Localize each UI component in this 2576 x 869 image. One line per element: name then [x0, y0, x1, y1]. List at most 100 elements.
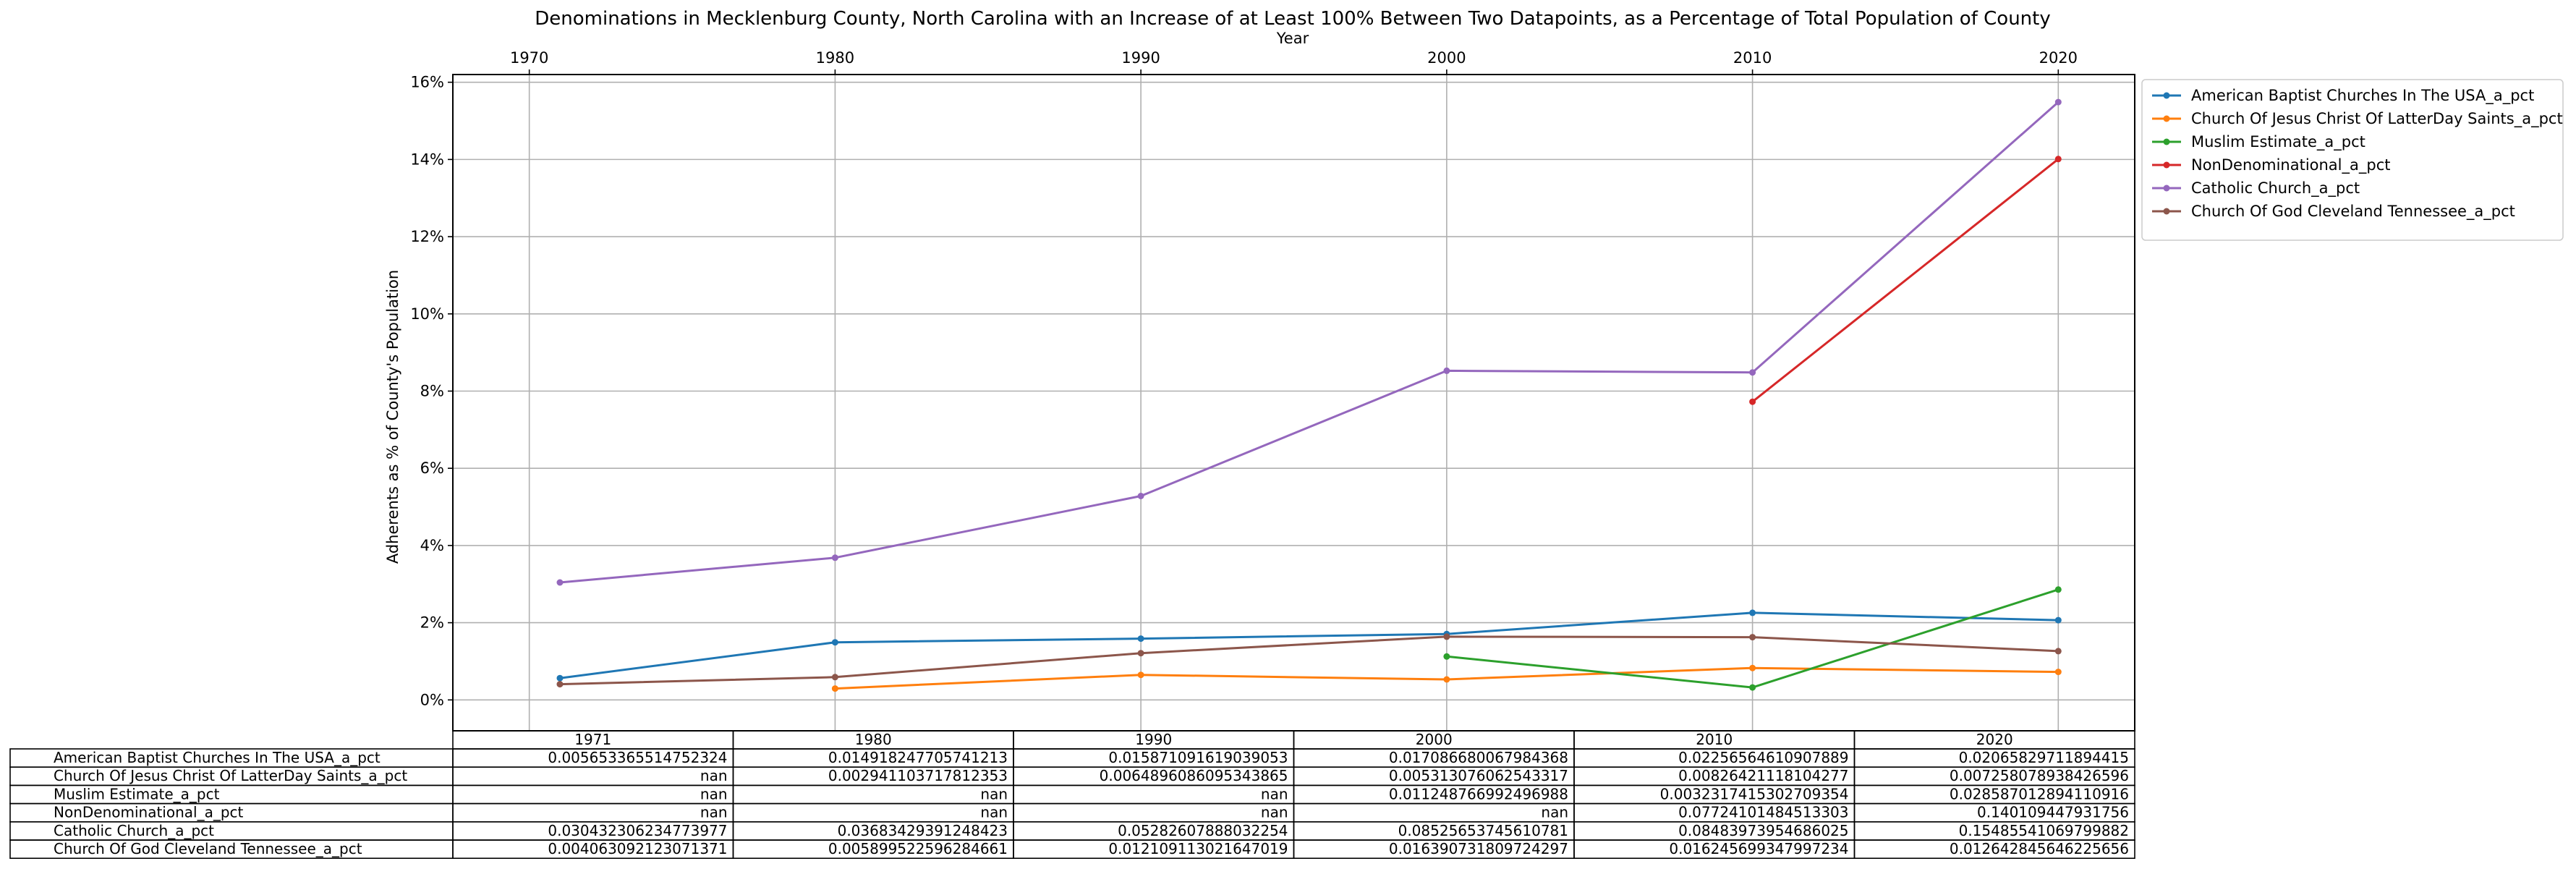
- data-point: [831, 685, 838, 692]
- table-cell-value: nan: [700, 785, 728, 802]
- table-column-header: 1980: [855, 731, 892, 748]
- table-cell-value: 0.005899522596284661: [828, 840, 1008, 857]
- data-point: [1749, 664, 1756, 671]
- legend: American Baptist Churches In The USA_a_p…: [2141, 79, 2564, 241]
- table-cell-value: 0.15485541069799882: [1959, 822, 2129, 839]
- table-cell: [1013, 802, 1295, 823]
- table-column-header: 2010: [1696, 731, 1733, 748]
- x-tick-label: 1970: [510, 49, 548, 67]
- table-cell-value: 0.002941103717812353: [828, 767, 1008, 784]
- table-cell-value: 0.015871091619039053: [1108, 749, 1288, 766]
- series-line: [559, 611, 2059, 679]
- legend-item: American Baptist Churches In The USA_a_p…: [2152, 87, 2534, 105]
- legend-swatch-marker: [2163, 115, 2170, 122]
- legend-label: American Baptist Churches In The USA_a_p…: [2191, 87, 2534, 105]
- table-cell: [452, 802, 734, 823]
- legend-item: Church Of Jesus Christ Of LatterDay Sain…: [2152, 110, 2563, 128]
- table-cell: [1013, 784, 1295, 805]
- chart-title: Denominations in Mecklenburg County, Nor…: [535, 8, 2051, 30]
- data-point: [2054, 616, 2062, 624]
- table-cell-value: 0.00826421118104277: [1678, 767, 1848, 784]
- table-row-label: Muslim Estimate_a_pct: [54, 785, 220, 802]
- data-point: [2054, 586, 2062, 593]
- data-point: [556, 674, 564, 682]
- table-cell-value: 0.011248766992496988: [1389, 785, 1568, 802]
- legend-item: Muslim Estimate_a_pct: [2152, 133, 2365, 151]
- table-row: Church Of God Cleveland Tennessee_a_pct 0…: [9, 839, 2135, 860]
- table-cell-value: nan: [1261, 804, 1288, 821]
- legend-item: Church Of God Cleveland Tennessee_a_pct: [2152, 203, 2515, 221]
- x-tick-label: 1980: [816, 49, 854, 67]
- table-cell-value: 0.08483973954686025: [1678, 822, 1848, 839]
- table-cell-value: 0.012109113021647019: [1108, 840, 1288, 857]
- series-6: [556, 633, 2062, 688]
- table-cell-value: 0.012642845646225656: [1950, 840, 2129, 857]
- data-point: [2054, 648, 2062, 655]
- table-row-label: Church Of Jesus Christ Of LatterDay Sain…: [54, 767, 407, 784]
- data-point: [1749, 684, 1756, 691]
- table-cell-value: 0.0064896086095343865: [1100, 767, 1288, 784]
- legend-label: Church Of Jesus Christ Of LatterDay Sain…: [2191, 110, 2563, 128]
- table-column-header: 1990: [1135, 731, 1172, 748]
- table-cell: [1293, 802, 1575, 823]
- table-cell-value: 0.028587012894110916: [1950, 785, 2129, 802]
- table-cell: [452, 784, 734, 805]
- data-point: [1443, 633, 1450, 640]
- table-cell-value: 0.017086680067984368: [1389, 749, 1568, 766]
- x-tick-label: 2020: [2039, 49, 2078, 67]
- table-cell-value: nan: [1261, 785, 1288, 802]
- y-tick-label: 0%: [420, 691, 444, 708]
- data-point: [1749, 398, 1756, 405]
- data-point: [831, 674, 838, 681]
- table-cell-value: 0.014918247705741213: [828, 749, 1008, 766]
- table-cell: [732, 802, 1014, 823]
- table-row-label: Catholic Church_a_pct: [54, 822, 214, 839]
- table-cell-value: nan: [700, 804, 728, 821]
- table-row-label: NonDenominational_a_pct: [54, 804, 244, 821]
- series-3: [1443, 586, 2062, 691]
- data-point: [1137, 635, 1144, 643]
- data-point: [556, 681, 564, 688]
- data-table: 1971 1980 1990 2000 2010 2020 American Baptist…: [9, 730, 2135, 860]
- table-cell-value: 0.02256564610907889: [1678, 749, 1848, 766]
- table-cell-value: 0.007258078938426596: [1950, 767, 2129, 784]
- table-column-header: 1971: [574, 731, 611, 748]
- y-tick-label: 4%: [420, 537, 444, 554]
- table-cell-value: 0.05282607888032254: [1118, 822, 1288, 839]
- table-cell-value: nan: [700, 767, 728, 784]
- data-point: [2054, 669, 2062, 676]
- y-axis-label: Adherents as % of County's Population: [384, 270, 401, 564]
- legend-label: NonDenominational_a_pct: [2191, 156, 2391, 174]
- table-column-header: 2020: [1976, 731, 2013, 748]
- table-row: Catholic Church_a_pct 0.03043230623477397…: [9, 821, 2135, 841]
- legend-swatch-marker: [2163, 208, 2170, 215]
- x-tick-label: 2010: [1733, 49, 1772, 67]
- table-cell-value: 0.030432306234773977: [548, 822, 727, 839]
- table-cell-value: 0.07724101484513303: [1678, 804, 1848, 821]
- y-tick-label: 14%: [410, 151, 444, 168]
- table-row-label: Church Of God Cleveland Tennessee_a_pct: [54, 840, 362, 857]
- data-point: [1443, 367, 1450, 374]
- table-cell-value: 0.0032317415302709354: [1660, 785, 1849, 802]
- table-row: NonDenominational_a_pct nan nan nan nan 0.077…: [9, 802, 2135, 823]
- series-line: [559, 101, 2059, 584]
- data-point: [1137, 493, 1144, 499]
- series-line: [559, 635, 2059, 686]
- series-1: [556, 609, 2062, 682]
- table-cell-value: 0.02065829711894415: [1959, 749, 2129, 766]
- x-tick-label: 2000: [1427, 49, 1466, 67]
- data-point: [1443, 653, 1450, 660]
- table-cell-value: 0.140109447931756: [1977, 804, 2129, 821]
- table-cell-value: 0.005313076062543317: [1389, 767, 1568, 784]
- legend-box: [2141, 79, 2564, 241]
- legend-item: Catholic Church_a_pct: [2152, 179, 2360, 198]
- table-cell-value: nan: [980, 804, 1008, 821]
- table-row: American Baptist Churches In The USA_a_p…: [9, 748, 2135, 768]
- legend-label: Catholic Church_a_pct: [2191, 179, 2360, 198]
- legend-label: Muslim Estimate_a_pct: [2191, 133, 2365, 151]
- grid: [453, 75, 2135, 731]
- x-axis-label: Year: [1276, 30, 1309, 47]
- legend-swatch-marker: [2163, 161, 2170, 169]
- table-column-header: 2000: [1416, 731, 1453, 748]
